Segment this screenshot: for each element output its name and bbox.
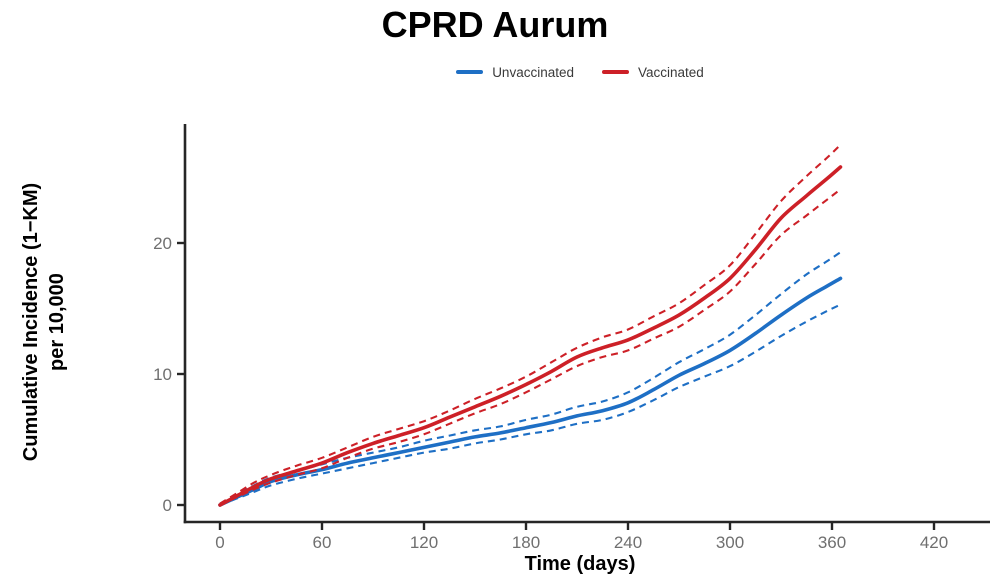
x-tick-label: 300 [716, 533, 744, 552]
x-tick-label: 180 [512, 533, 540, 552]
y-tick-label: 20 [153, 234, 172, 253]
legend-label-vaccinated: Vaccinated [638, 64, 704, 80]
x-tick-label: 0 [215, 533, 224, 552]
x-axis-title: Time (days) [524, 553, 636, 575]
x-tick-label: 60 [313, 533, 332, 552]
x-tick-label: 120 [410, 533, 438, 552]
y-tick-label: 0 [163, 496, 172, 515]
chart-title: CPRD Aurum [381, 4, 609, 45]
unvaccinated-ci-lower-line [219, 303, 841, 506]
legend-item-unvaccinated: Unvaccinated [456, 65, 574, 80]
x-tick-label: 420 [920, 533, 948, 552]
unvaccinated-line-swatch-icon [456, 70, 484, 74]
vaccinated-line [218, 165, 843, 507]
x-tick-label: 240 [614, 533, 642, 552]
vaccinated-ci-lower-line [219, 188, 842, 506]
x-tick-label: 360 [818, 533, 846, 552]
legend-item-vaccinated: Vaccinated [602, 65, 704, 80]
vaccinated-ci-upper-line [219, 144, 842, 505]
y-tick-label: 10 [153, 365, 172, 384]
unvaccinated-ci-upper-line [219, 251, 842, 505]
vaccinated-line-swatch-icon [602, 70, 629, 74]
legend-label-unvaccinated: Unvaccinated [492, 64, 574, 80]
legend: Unvaccinated Vaccinated [185, 63, 975, 81]
